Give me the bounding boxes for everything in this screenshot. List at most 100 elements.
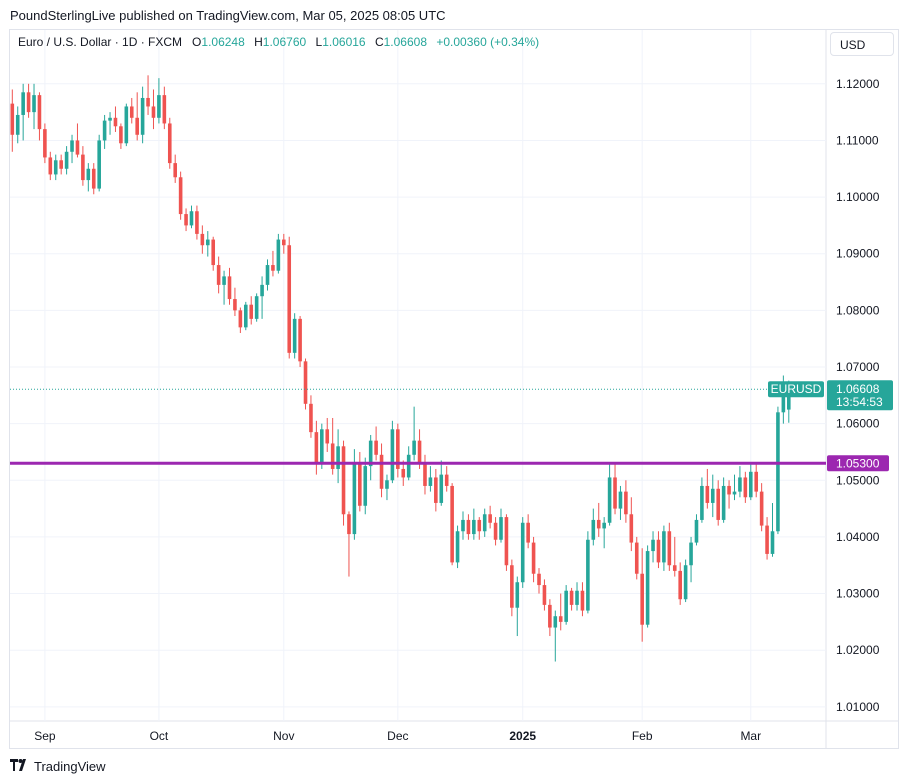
candle-body	[602, 522, 606, 529]
time-tick-label: 2025	[509, 729, 536, 743]
candle-body	[146, 97, 150, 107]
candle-body	[320, 429, 324, 464]
candle-body	[385, 480, 389, 489]
candle-body	[748, 471, 753, 498]
candle-body	[102, 120, 107, 141]
candle-body	[108, 117, 112, 121]
candle-body	[618, 491, 623, 509]
candle-body	[710, 488, 715, 503]
candle-body	[309, 403, 313, 433]
candle-body	[406, 454, 411, 478]
candle-body	[59, 160, 63, 169]
candle-body	[390, 429, 395, 481]
price-tick-label: 1.02000	[836, 643, 880, 657]
candle-body	[341, 446, 346, 515]
candle-body	[477, 519, 482, 532]
price-axis: 1.12000 1.11000 1.10000 1.09000 1.08000 1.070…	[836, 77, 880, 714]
candle-body	[222, 276, 226, 285]
candle-body	[162, 95, 167, 124]
candle-body	[86, 168, 91, 181]
legend-symbol: Euro / U.S. Dollar · 1D · FXCM	[18, 35, 183, 49]
candle-body	[48, 157, 53, 175]
candle-body	[640, 573, 644, 625]
candle-body	[352, 463, 357, 535]
candle-body	[325, 429, 330, 444]
time-tick-label: Oct	[150, 729, 169, 743]
candle-body	[428, 477, 433, 486]
price-tick-label: 1.12000	[836, 77, 880, 91]
candle-body	[683, 565, 688, 600]
candle-body	[15, 114, 20, 135]
candle-body	[662, 531, 666, 563]
price-tick-label: 1.09000	[836, 247, 880, 261]
time-tick-label: Nov	[273, 729, 294, 743]
candle-body	[694, 519, 699, 543]
candle-body	[396, 429, 400, 469]
candle-body	[70, 140, 74, 152]
candle-body	[189, 211, 194, 226]
candle-body	[672, 565, 677, 571]
time-tick-label: Dec	[387, 729, 408, 743]
candle-body	[238, 310, 243, 328]
candle-body	[580, 590, 585, 611]
candle-body	[689, 542, 693, 566]
candle-body	[770, 531, 775, 554]
candle-body	[765, 525, 769, 554]
candle-body	[542, 585, 547, 605]
candle-body	[292, 318, 297, 353]
candle-body	[412, 440, 416, 455]
candle-body	[510, 565, 514, 608]
currency-selector[interactable]: USD	[830, 32, 894, 56]
level-price-label: 1.05300	[836, 456, 880, 470]
candle-body	[265, 265, 270, 285]
candle-body	[157, 95, 161, 118]
candle-body	[504, 517, 509, 566]
candle-body	[738, 477, 742, 492]
price-tick-label: 1.05000	[836, 473, 880, 487]
candle-body	[634, 542, 639, 574]
candle-body	[575, 590, 579, 605]
candle-body	[282, 239, 286, 246]
candle-body	[37, 95, 42, 130]
candle-body	[21, 92, 25, 115]
candle-body	[173, 163, 177, 178]
legend: Euro / U.S. Dollar · 1D · FXCM O1.06248 …	[18, 35, 539, 49]
symbol-tag-label: EURUSD	[771, 382, 822, 396]
candle-body	[613, 477, 617, 509]
candle-body	[591, 519, 596, 540]
candle-body	[358, 463, 362, 506]
candle-body	[743, 477, 748, 498]
symbol-tag	[768, 381, 824, 398]
candle-body	[363, 466, 368, 506]
candle-body	[97, 140, 101, 189]
price-tick-label: 1.11000	[836, 133, 879, 147]
candle-body	[140, 97, 145, 135]
candle-body	[499, 517, 503, 540]
price-tick-label: 1.10000	[836, 190, 880, 204]
legend-high-label: H	[254, 35, 263, 49]
candle-body	[450, 485, 454, 563]
candle-body	[781, 383, 786, 413]
footer-brand: TradingView	[34, 759, 106, 774]
candle-body	[195, 211, 199, 234]
candle-body	[776, 412, 780, 532]
candle-body	[759, 491, 764, 526]
candle-body	[520, 522, 525, 583]
candle-body	[482, 514, 487, 532]
candle-body	[271, 265, 275, 271]
candle-body	[75, 140, 80, 155]
candle-body	[461, 519, 465, 532]
candle-body	[205, 239, 210, 246]
chart-frame	[9, 29, 899, 749]
last-price-badge	[827, 380, 893, 411]
candle-body	[129, 106, 134, 118]
candle-body	[493, 522, 498, 540]
legend-open: 1.06248	[201, 35, 245, 49]
legend-change: +0.00360 (+0.34%)	[436, 35, 540, 49]
candle-body	[330, 443, 335, 469]
candle-body	[243, 304, 248, 328]
last-price-label: 1.06608	[836, 382, 880, 396]
candle-body	[716, 488, 720, 520]
